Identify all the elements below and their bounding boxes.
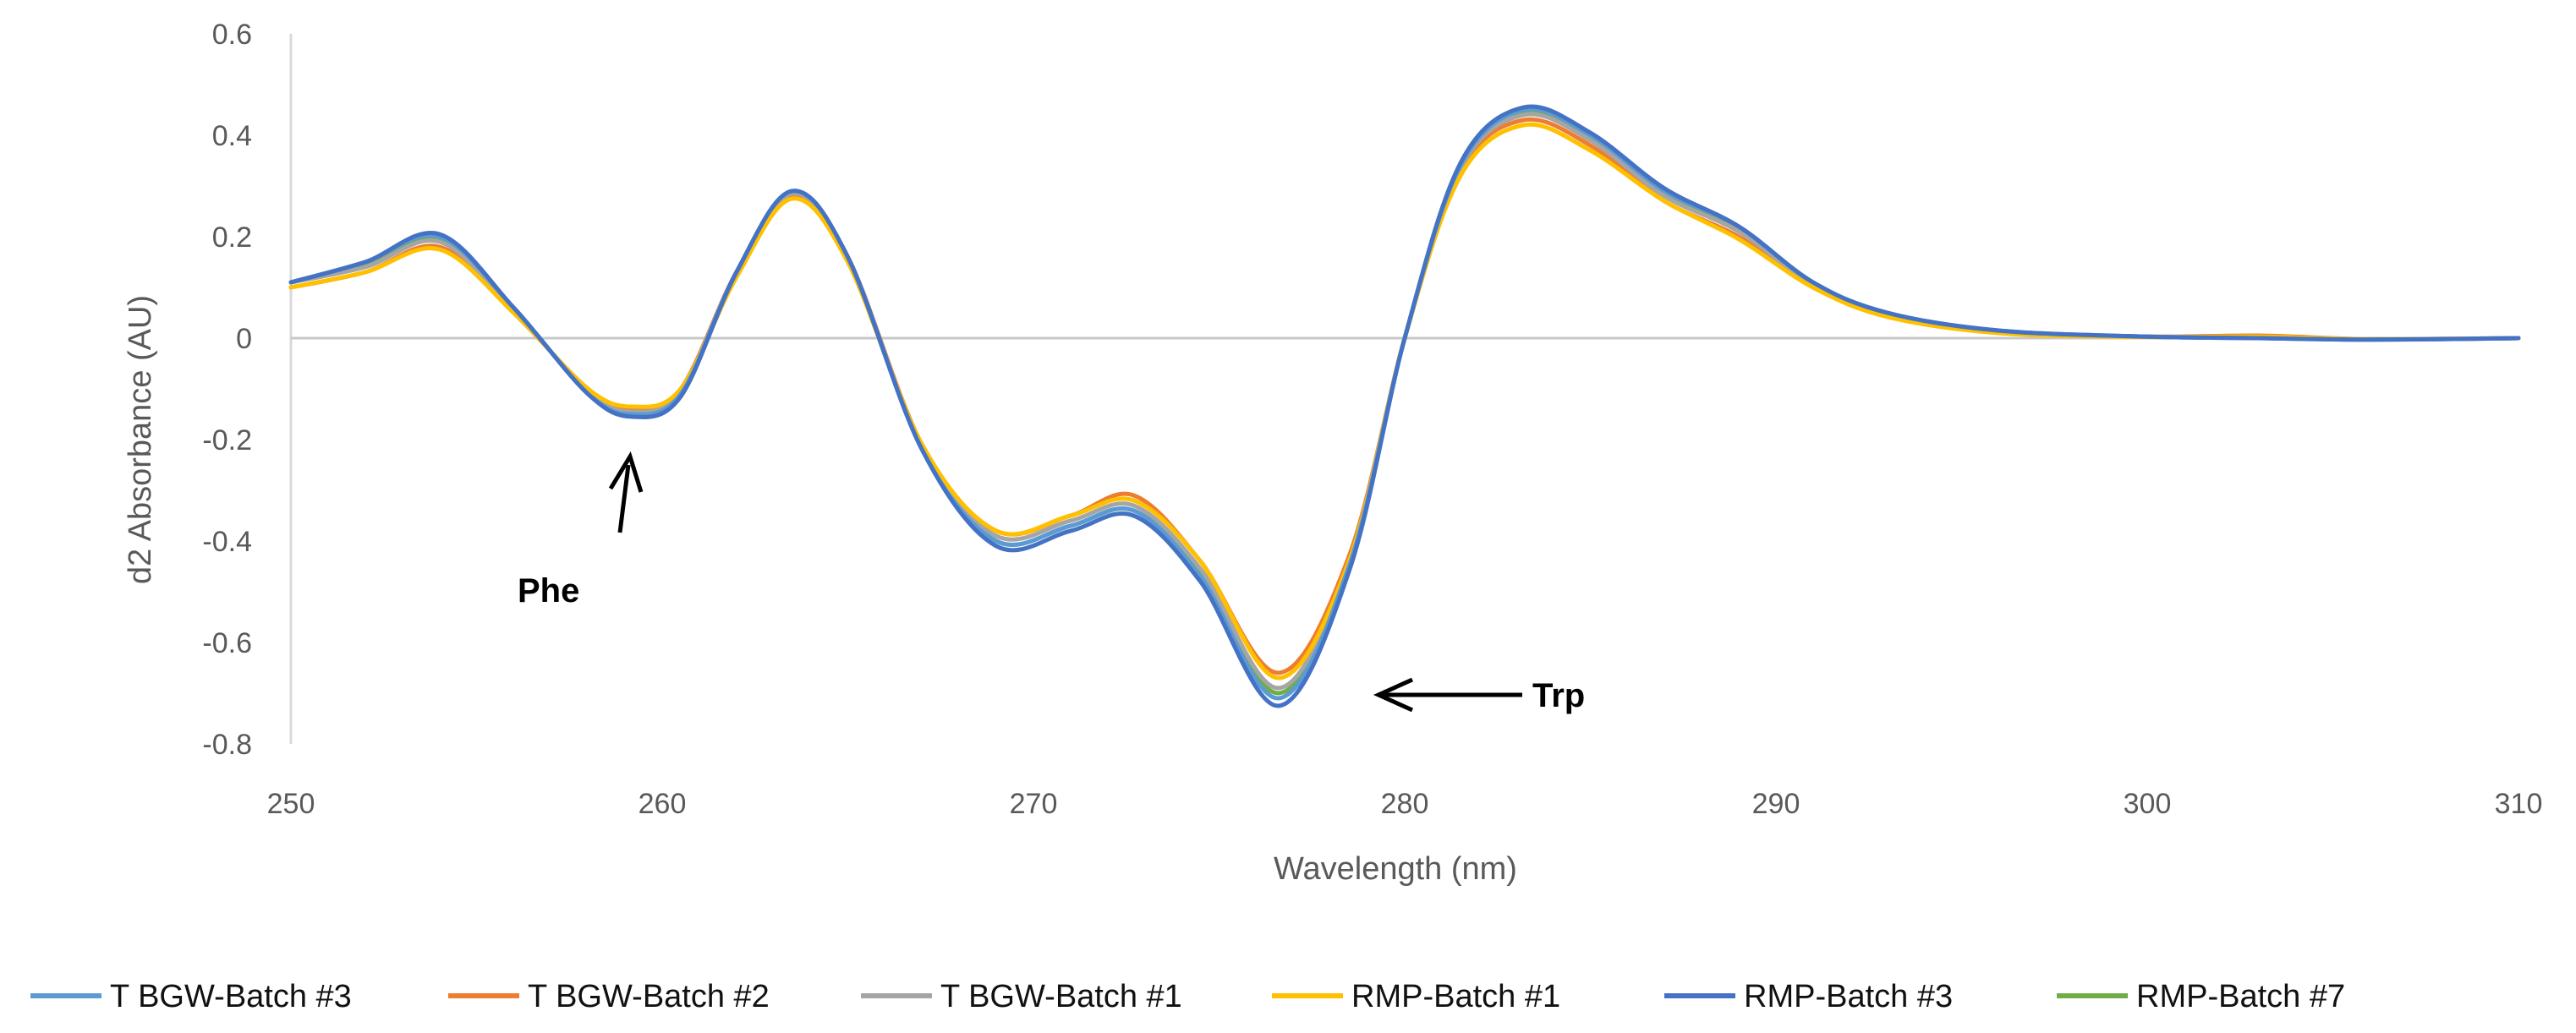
legend: T BGW-Batch #3 T BGW-Batch #2 T BGW-Batch …: [30, 979, 2345, 1014]
series-line-rmp-batch-7: [288, 107, 2521, 696]
trp-arrowhead-icon: [1373, 677, 1414, 713]
series-line-t-bgw-batch-1: [288, 112, 2521, 691]
y-tick-label: 0.6: [212, 19, 252, 51]
legend-label: RMP-Batch #7: [2136, 979, 2345, 1014]
x-tick-label: 290: [1752, 788, 1800, 820]
x-tick-label: 310: [2495, 788, 2543, 820]
legend-item: RMP-Batch #7: [2057, 979, 2345, 1014]
x-tick-label: 280: [1381, 788, 1429, 820]
legend-item: RMP-Batch #3: [1664, 979, 1953, 1014]
series-line-t-bgw-batch-2: [288, 117, 2521, 675]
y-tick-label: -0.2: [202, 424, 252, 456]
series-line-t-bgw-batch-3: [288, 107, 2521, 701]
legend-label: T BGW-Batch #3: [110, 979, 352, 1014]
legend-label: RMP-Batch #1: [1351, 979, 1560, 1014]
series-line-rmp-batch-3: [288, 104, 2521, 708]
series-line-rmp-batch-1: [288, 122, 2521, 680]
series-lines: [288, 104, 2521, 708]
phe-label: Phe: [518, 572, 579, 609]
plot-area: -0.8-0.6-0.4-0.200.20.40.6 250 260 270 280 2…: [202, 19, 2542, 820]
x-tick-label: 260: [639, 788, 687, 820]
legend-label: RMP-Batch #3: [1744, 979, 1953, 1014]
legend-item: T BGW-Batch #3: [30, 979, 352, 1014]
legend-item: T BGW-Batch #1: [861, 979, 1182, 1014]
trp-annotation: Trp: [1373, 677, 1585, 714]
y-tick-label: -0.8: [202, 729, 252, 761]
x-axis-title: Wavelength (nm): [1274, 851, 1517, 887]
y-tick-label: 0.2: [212, 221, 252, 254]
legend-item: T BGW-Batch #2: [448, 979, 770, 1014]
y-tick-label: -0.6: [202, 627, 252, 659]
legend-item: RMP-Batch #1: [1272, 979, 1560, 1014]
x-tick-label: 300: [2124, 788, 2172, 820]
y-tick-label: -0.4: [202, 526, 252, 558]
x-axis-ticks: 250 260 270 280 290 300 310: [267, 788, 2543, 820]
x-tick-label: 250: [267, 788, 315, 820]
trp-label: Trp: [1532, 677, 1585, 714]
phe-arrowhead-icon: [608, 451, 644, 493]
phe-annotation: Phe: [518, 451, 644, 609]
phe-arrow-icon: [617, 464, 631, 533]
legend-label: T BGW-Batch #1: [940, 979, 1182, 1014]
x-tick-label: 270: [1010, 788, 1058, 820]
y-tick-label: 0: [236, 323, 252, 355]
y-axis-title: d2 Absorbance (AU): [123, 295, 158, 584]
legend-label: T BGW-Batch #2: [528, 979, 770, 1014]
y-tick-label: 0.4: [212, 120, 252, 152]
y-axis-ticks: -0.8 -0.6 -0.4 -0.2 0 0.2 0.4 0.6: [202, 19, 252, 761]
